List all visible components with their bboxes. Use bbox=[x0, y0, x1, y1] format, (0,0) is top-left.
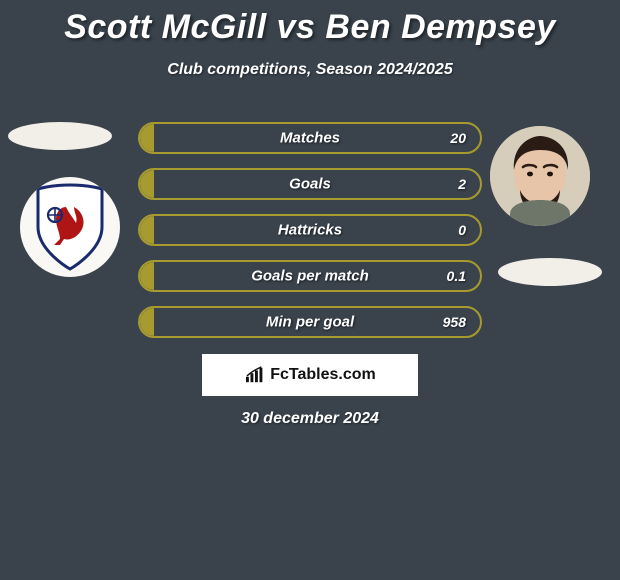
stat-value-right: 0.1 bbox=[447, 268, 466, 284]
club-crest-icon bbox=[20, 177, 120, 277]
player-photo-icon bbox=[490, 126, 590, 226]
date-text: 30 december 2024 bbox=[0, 410, 620, 428]
player-left-name-oval bbox=[8, 122, 112, 150]
stat-bar-fill bbox=[140, 170, 154, 198]
stat-value-right: 2 bbox=[458, 176, 466, 192]
subtitle: Club competitions, Season 2024/2025 bbox=[0, 61, 620, 79]
stat-row: Min per goal 958 bbox=[138, 306, 482, 338]
stat-label: Hattricks bbox=[278, 222, 342, 239]
stats-bars: Matches 20 Goals 2 Hattricks 0 Goals per match… bbox=[138, 122, 482, 352]
stat-label: Goals per match bbox=[251, 268, 369, 285]
stat-label: Goals bbox=[289, 176, 331, 193]
stat-bar-fill bbox=[140, 124, 154, 152]
stat-bar-fill bbox=[140, 308, 154, 336]
stat-value-right: 0 bbox=[458, 222, 466, 238]
brand-badge: FcTables.com bbox=[202, 354, 418, 396]
page-title: Scott McGill vs Ben Dempsey bbox=[0, 0, 620, 47]
stat-row: Goals per match 0.1 bbox=[138, 260, 482, 292]
brand-text: FcTables.com bbox=[270, 366, 376, 384]
stat-label: Matches bbox=[280, 130, 340, 147]
brand-chart-icon bbox=[244, 366, 266, 384]
stat-row: Goals 2 bbox=[138, 168, 482, 200]
player-left-avatar bbox=[20, 177, 120, 277]
stat-bar-fill bbox=[140, 262, 154, 290]
stat-row: Hattricks 0 bbox=[138, 214, 482, 246]
player-right-name-oval bbox=[498, 258, 602, 286]
stat-label: Min per goal bbox=[266, 314, 354, 331]
stat-bar-fill bbox=[140, 216, 154, 244]
stat-row: Matches 20 bbox=[138, 122, 482, 154]
stat-value-right: 20 bbox=[450, 130, 466, 146]
comparison-card: Scott McGill vs Ben Dempsey Club competi… bbox=[0, 0, 620, 79]
stat-value-right: 958 bbox=[443, 314, 466, 330]
player-right-avatar bbox=[490, 126, 590, 226]
